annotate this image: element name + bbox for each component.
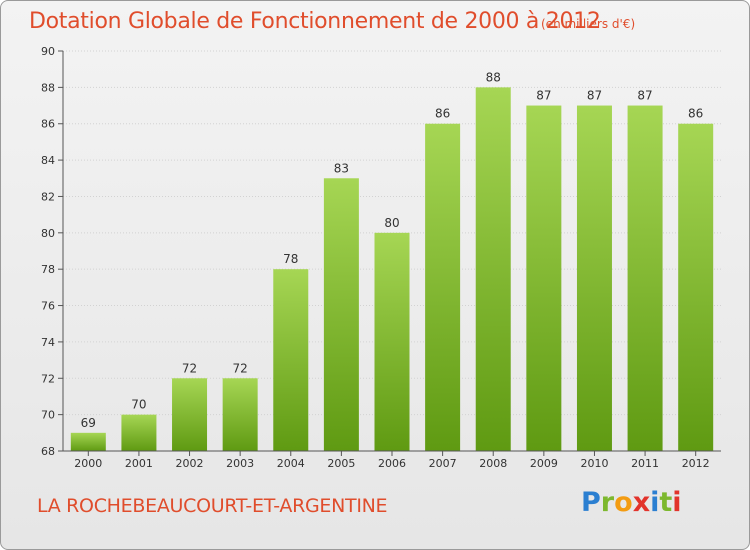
y-tick-label: 68	[41, 445, 55, 458]
x-tick-label: 2012	[682, 457, 710, 470]
bar	[70, 432, 106, 451]
bar-value-label: 70	[131, 398, 146, 412]
x-tick-label: 2000	[74, 457, 102, 470]
value-labels: 69 70 72 72 78 83 80 86 88 87 87 87 86	[81, 70, 704, 429]
bar	[526, 105, 562, 451]
logo-letter: i	[650, 487, 660, 518]
y-tick-label: 76	[41, 300, 55, 313]
logo-letter: i	[672, 487, 682, 518]
bar	[273, 269, 309, 451]
y-tick-label: 88	[41, 81, 55, 94]
bar-value-label: 80	[384, 216, 399, 230]
bar	[323, 178, 359, 452]
x-tick-label: 2009	[530, 457, 558, 470]
x-tick-label: 2003	[226, 457, 254, 470]
bar-value-label: 86	[688, 107, 703, 121]
bar	[172, 378, 208, 451]
logo-letter: P	[581, 487, 601, 518]
x-tick-label: 2006	[378, 457, 406, 470]
x-tick-label: 2008	[479, 457, 507, 470]
x-tick-label: 2011	[631, 457, 659, 470]
logo-letter: r	[600, 487, 615, 518]
bar-value-label: 72	[233, 361, 248, 375]
y-tick-label: 90	[41, 45, 55, 58]
x-tick-label: 2007	[429, 457, 457, 470]
bar-value-label: 78	[283, 252, 298, 266]
bar-value-label: 69	[81, 416, 96, 430]
y-tick-label: 86	[41, 118, 55, 131]
y-tick-label: 70	[41, 409, 55, 422]
bar-value-label: 72	[182, 361, 197, 375]
logo-letter: o	[614, 487, 633, 518]
y-tick-label: 74	[41, 336, 55, 349]
bar-value-label: 86	[435, 107, 450, 121]
x-tick-label: 2001	[125, 457, 153, 470]
chart-unit: (en milliers d'€)	[541, 17, 636, 31]
bar	[222, 378, 258, 451]
bar-value-label: 87	[637, 89, 652, 103]
y-tick-label: 72	[41, 372, 55, 385]
bar-value-label: 83	[334, 161, 349, 175]
bar-value-label: 87	[536, 89, 551, 103]
bar	[576, 105, 612, 451]
axes: 68 70 72 74 76 78 80 82 84 86 88 90 2000 2001 2002 2003…	[41, 45, 721, 470]
x-tick-label: 2005	[327, 457, 355, 470]
chart-title: Dotation Globale de Fonctionnement de 20…	[29, 9, 601, 34]
bar	[374, 232, 410, 451]
bar	[121, 414, 157, 451]
y-tick-label: 78	[41, 263, 55, 276]
x-tick-label: 2004	[277, 457, 305, 470]
x-tick-label: 2010	[580, 457, 608, 470]
bar	[425, 123, 461, 452]
logo-letter: x	[632, 487, 651, 518]
bar-value-label: 87	[587, 89, 602, 103]
x-tick-label: 2002	[176, 457, 204, 470]
bar-value-label: 88	[486, 70, 501, 84]
commune-name: LA ROCHEBEAUCOURT-ET-ARGENTINE	[37, 495, 388, 517]
proxiti-logo[interactable]: Proxiti	[581, 487, 682, 518]
y-tick-label: 84	[41, 154, 55, 167]
bar	[627, 105, 663, 451]
bar	[678, 123, 714, 452]
bar	[475, 87, 511, 451]
y-tick-label: 80	[41, 227, 55, 240]
y-tick-label: 82	[41, 190, 55, 203]
bars	[70, 87, 714, 452]
logo-letter: t	[659, 487, 673, 518]
